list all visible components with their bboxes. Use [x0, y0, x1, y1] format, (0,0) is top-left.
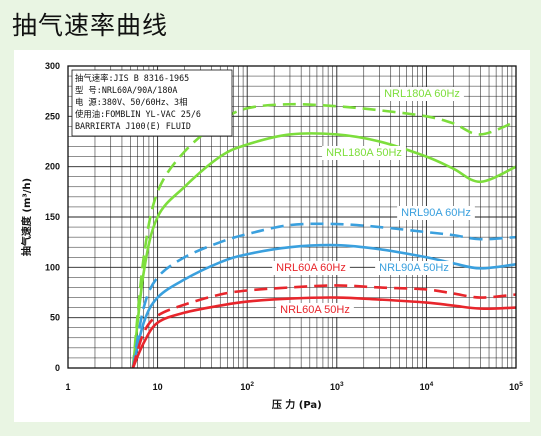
- tick-layer: 0 50 100 150 200 250 300 1 10 102 103 104 105: [45, 61, 523, 392]
- spec-note-line: BARRIERTA J100(E) FLUID: [75, 121, 191, 131]
- label-layer: NRL180A 60Hz NRL180A 50Hz NRL90A 60Hz NRL90…: [272, 87, 475, 317]
- chart-panel: 0 50 100 150 200 250 300 1 10 102 103 104 105 NRL180…: [14, 50, 530, 422]
- series-line-0: [131, 102, 517, 369]
- series-line-2: [131, 222, 517, 369]
- x-tick-label: 103: [330, 381, 344, 392]
- series-label-bg: [397, 206, 475, 220]
- x-tick-label: 105: [509, 381, 523, 392]
- series-label-1: NRL180A 50Hz: [322, 146, 406, 160]
- series-label-text: NRL180A 60Hz: [384, 88, 460, 100]
- series-label-bg: [380, 87, 464, 101]
- y-tick-label: 0: [55, 363, 60, 373]
- series-line-1: [131, 132, 517, 369]
- series-label-bg: [375, 261, 453, 275]
- y-tick-label: 150: [45, 212, 60, 222]
- spec-note-line: 电 源:380V、50/60Hz、3相: [75, 97, 187, 107]
- series-label-3: NRL90A 50Hz: [375, 261, 453, 275]
- y-tick-label: 250: [45, 111, 60, 121]
- pumping-speed-chart: 0 50 100 150 200 250 300 1 10 102 103 104 105 NRL180…: [20, 61, 523, 411]
- spec-note-line: 抽气速率:JIS B 8316-1965: [75, 73, 189, 83]
- series-layer: [131, 102, 517, 369]
- x-tick-label: 104: [420, 381, 434, 392]
- spec-note-line: 型 号:NRL60A/90A/180A: [75, 85, 177, 95]
- series-label-bg: [272, 261, 350, 275]
- x-tick-label: 10: [153, 382, 163, 392]
- y-tick-label: 200: [45, 162, 60, 172]
- page-title: 抽气速率曲线: [12, 11, 169, 40]
- y-tick-label: 300: [45, 61, 60, 71]
- series-label-text: NRL60A 50Hz: [280, 304, 350, 316]
- series-label-bg: [322, 146, 406, 160]
- y-tick-label: 100: [45, 262, 60, 272]
- y-axis-title: 抽气速度 (m³/h): [20, 178, 33, 256]
- series-label-bg: [276, 303, 354, 317]
- spec-note-background: [71, 69, 233, 137]
- series-line-5: [131, 296, 517, 369]
- series-label-2: NRL90A 60Hz: [397, 206, 475, 220]
- x-tick-label: 102: [240, 381, 254, 392]
- series-label-5: NRL60A 50Hz: [276, 303, 354, 317]
- series-label-0: NRL180A 60Hz: [380, 87, 464, 101]
- spec-note-line: 使用油:FOMBLIN YL-VAC 25/6: [75, 109, 201, 119]
- series-label-text: NRL180A 50Hz: [326, 147, 402, 159]
- series-label-text: NRL60A 60Hz: [276, 262, 346, 274]
- series-label-text: NRL90A 60Hz: [401, 207, 471, 219]
- series-label-4: NRL60A 60Hz: [272, 261, 350, 275]
- x-axis-title: 压 力 (Pa): [272, 398, 322, 411]
- plot-frame: [67, 65, 517, 369]
- y-tick-label: 50: [50, 313, 60, 323]
- series-line-3: [131, 243, 517, 369]
- series-label-text: NRL90A 50Hz: [379, 262, 449, 274]
- x-tick-label: 1: [65, 382, 70, 392]
- spec-note-box: 抽气速率:JIS B 8316-1965 型 号:NRL60A/90A/180A 电…: [71, 69, 233, 137]
